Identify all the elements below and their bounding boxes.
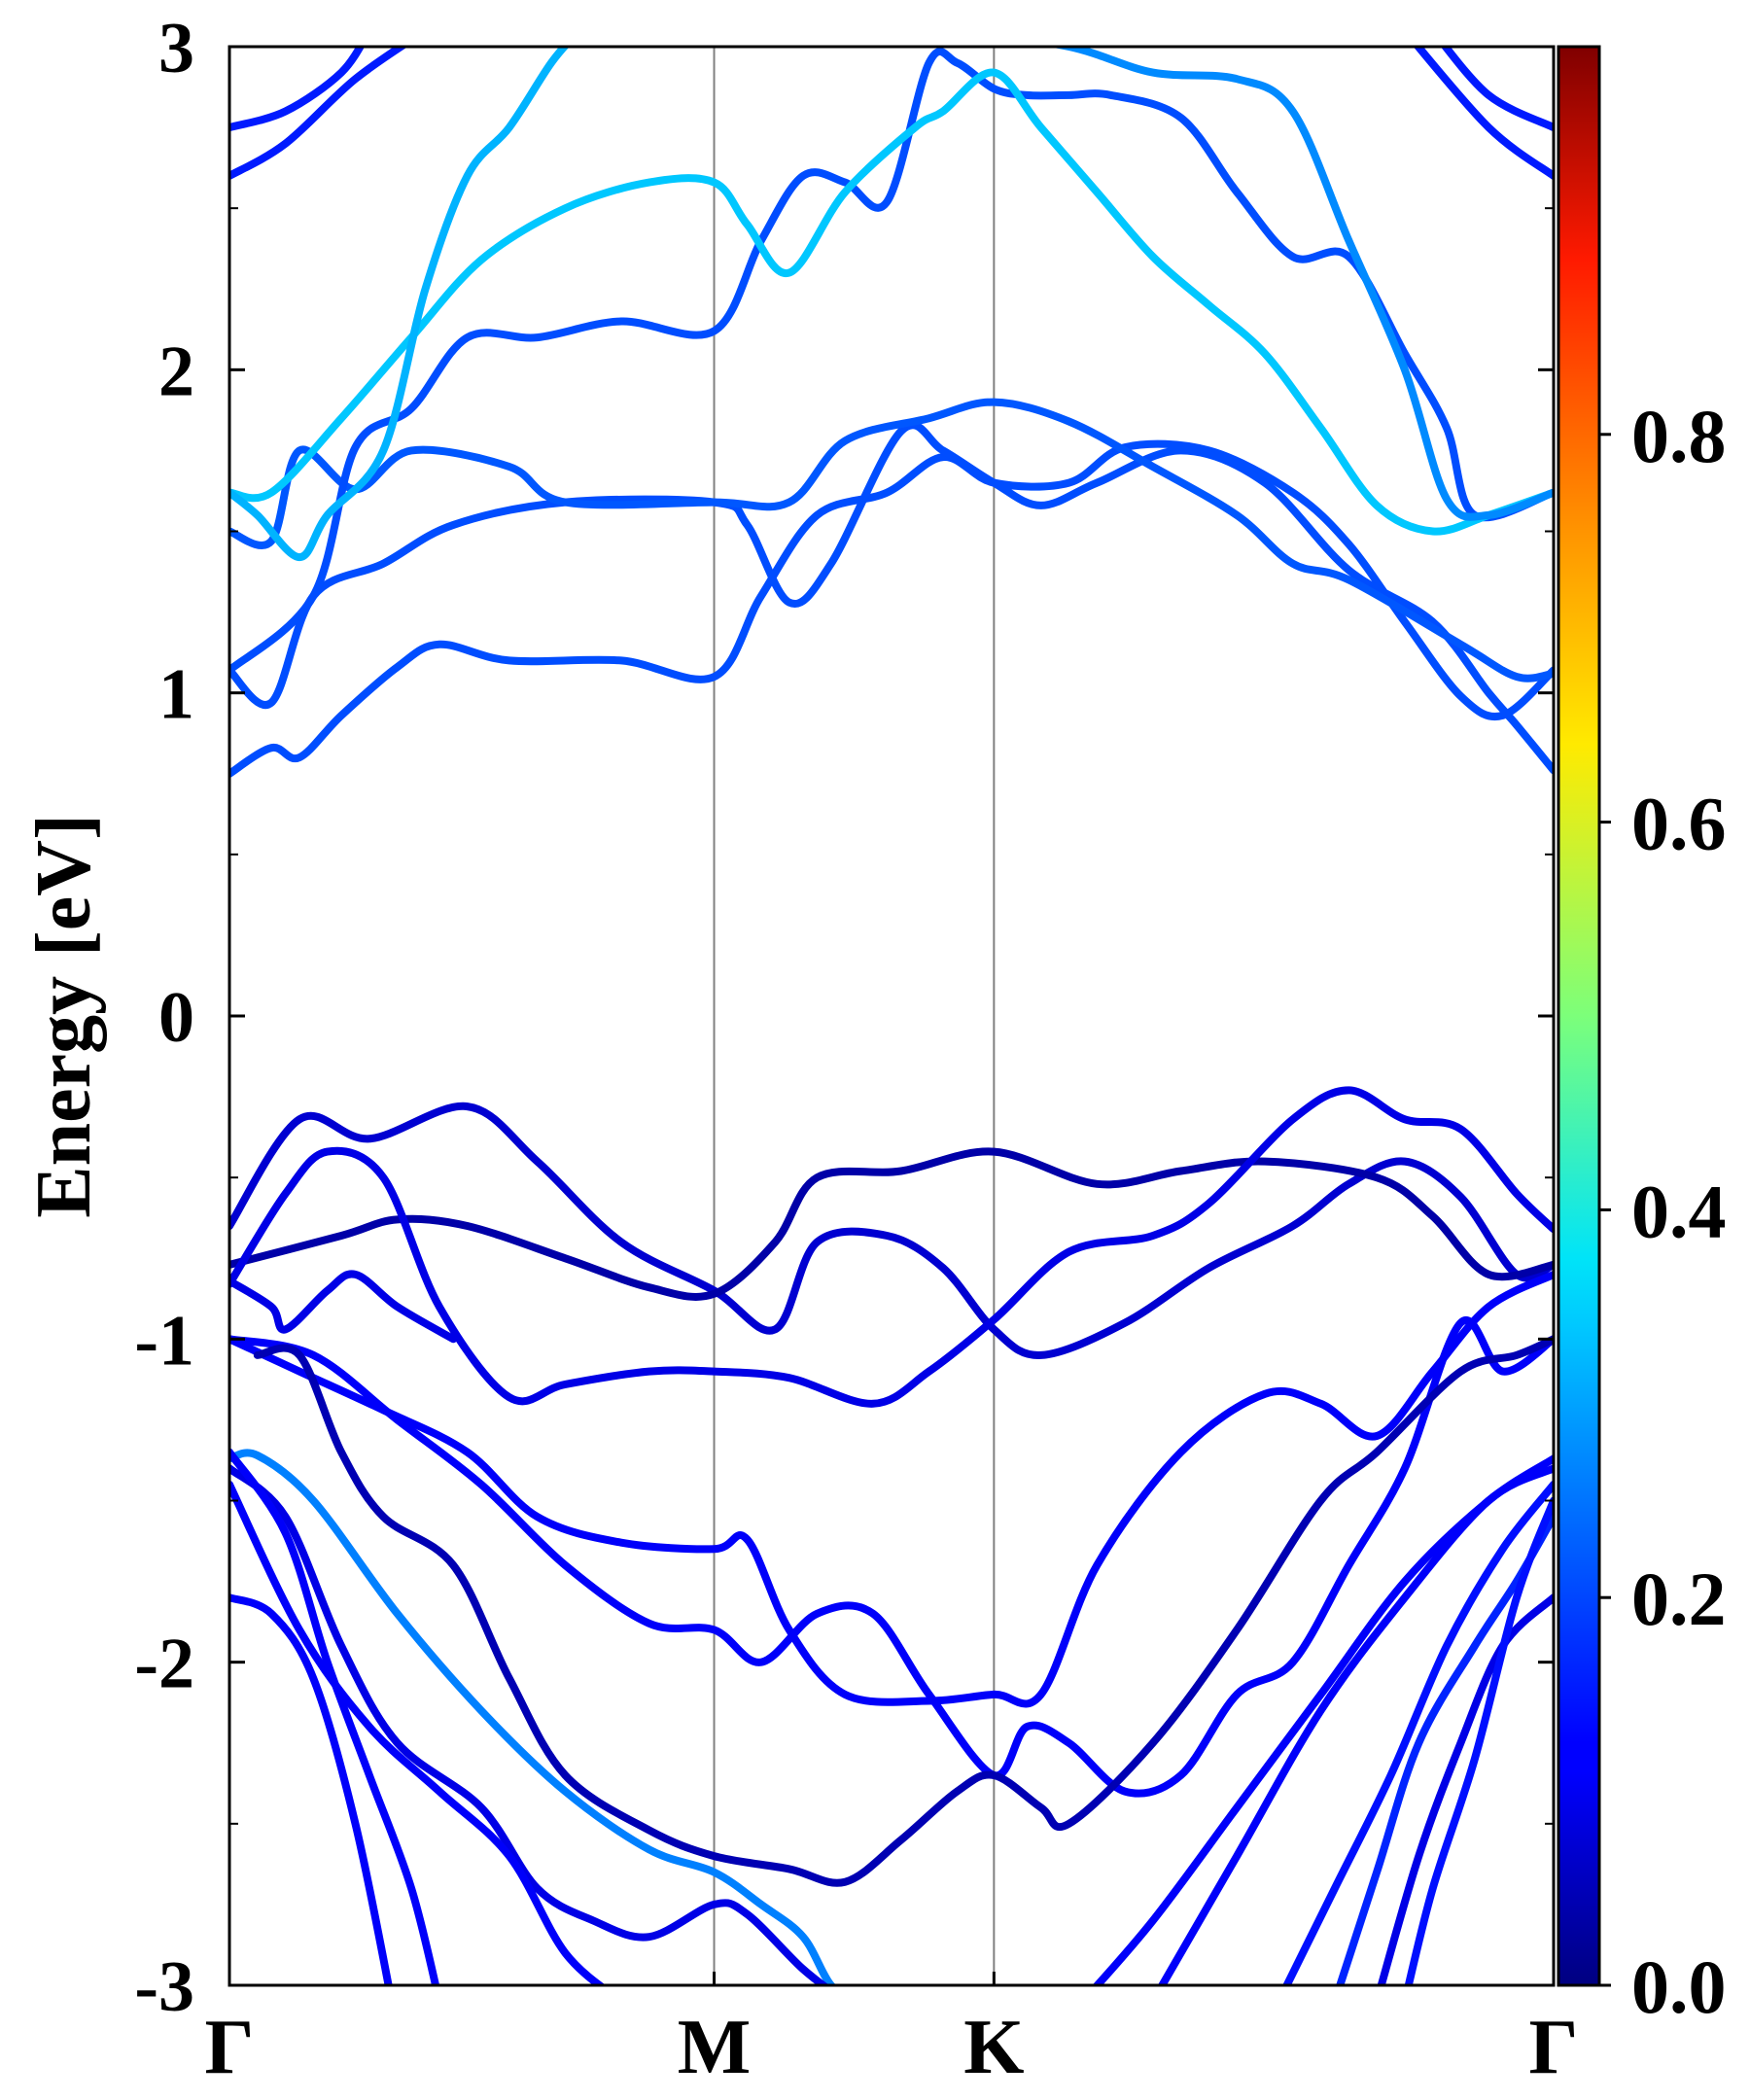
band-line: [229, 47, 570, 562]
y-tick-label: 0: [158, 978, 194, 1058]
colorbar: [1557, 45, 1601, 1987]
colorbar-tick-label: 0.4: [1631, 1169, 1727, 1253]
band-line: [229, 1449, 837, 1985]
band-line: [1404, 1496, 1554, 1985]
high-symmetry-lines: [713, 47, 996, 1985]
x-tick-label: K: [963, 2005, 1024, 2090]
colorbar-ticks: 0.0 0.2 0.4 0.6 0.8: [1599, 394, 1727, 2029]
band-line: [229, 1593, 393, 1985]
y-tick-label: -3: [134, 1947, 194, 2027]
band-line: [1413, 47, 1554, 180]
colorbar-tick-label: 0.0: [1631, 1944, 1727, 2029]
band-line: [229, 1086, 1554, 1408]
x-tick-label: Γ: [1529, 2005, 1579, 2090]
band-line: [229, 1147, 1554, 1301]
band-line: [229, 439, 1554, 778]
y-axis: -3 -2 -1 0 1 2 3: [134, 9, 1554, 2027]
y-tick-label: -1: [134, 1301, 194, 1381]
band-line: [1282, 1480, 1554, 1985]
band-line: [1047, 47, 1554, 521]
colorbar-tick-label: 0.2: [1631, 1557, 1727, 1641]
band-line: [229, 1270, 458, 1344]
y-tick-label: 3: [158, 9, 194, 88]
band-line: [1157, 1464, 1554, 1985]
band-line: [1440, 47, 1554, 132]
y-axis-label: Energy [eV]: [21, 814, 107, 1217]
colorbar-tick-label: 0.8: [1631, 394, 1727, 478]
band-line: [229, 68, 1554, 536]
colorbar-tick-label: 0.6: [1631, 782, 1727, 866]
band-line: [229, 48, 1554, 675]
band-lines: [229, 47, 1554, 1985]
band-line: [229, 47, 366, 132]
band-line: [229, 1480, 607, 1985]
band-line: [1336, 1513, 1554, 1985]
band-line: [229, 1316, 1554, 1798]
band-line: [229, 1448, 440, 1985]
band-line: [253, 1335, 1554, 1887]
y-tick-label: 1: [158, 655, 194, 735]
band-line: [229, 421, 1554, 775]
y-tick-label: -2: [134, 1625, 194, 1704]
plot-frame: [228, 45, 1556, 1987]
band-line: [229, 1102, 1554, 1359]
band-line: [229, 398, 1554, 682]
band-line: [229, 47, 408, 180]
y-tick-label: 2: [158, 332, 194, 411]
x-tick-label: Γ: [205, 2005, 255, 2090]
x-tick-label: M: [678, 2005, 752, 2090]
band-line: [229, 1464, 830, 1985]
